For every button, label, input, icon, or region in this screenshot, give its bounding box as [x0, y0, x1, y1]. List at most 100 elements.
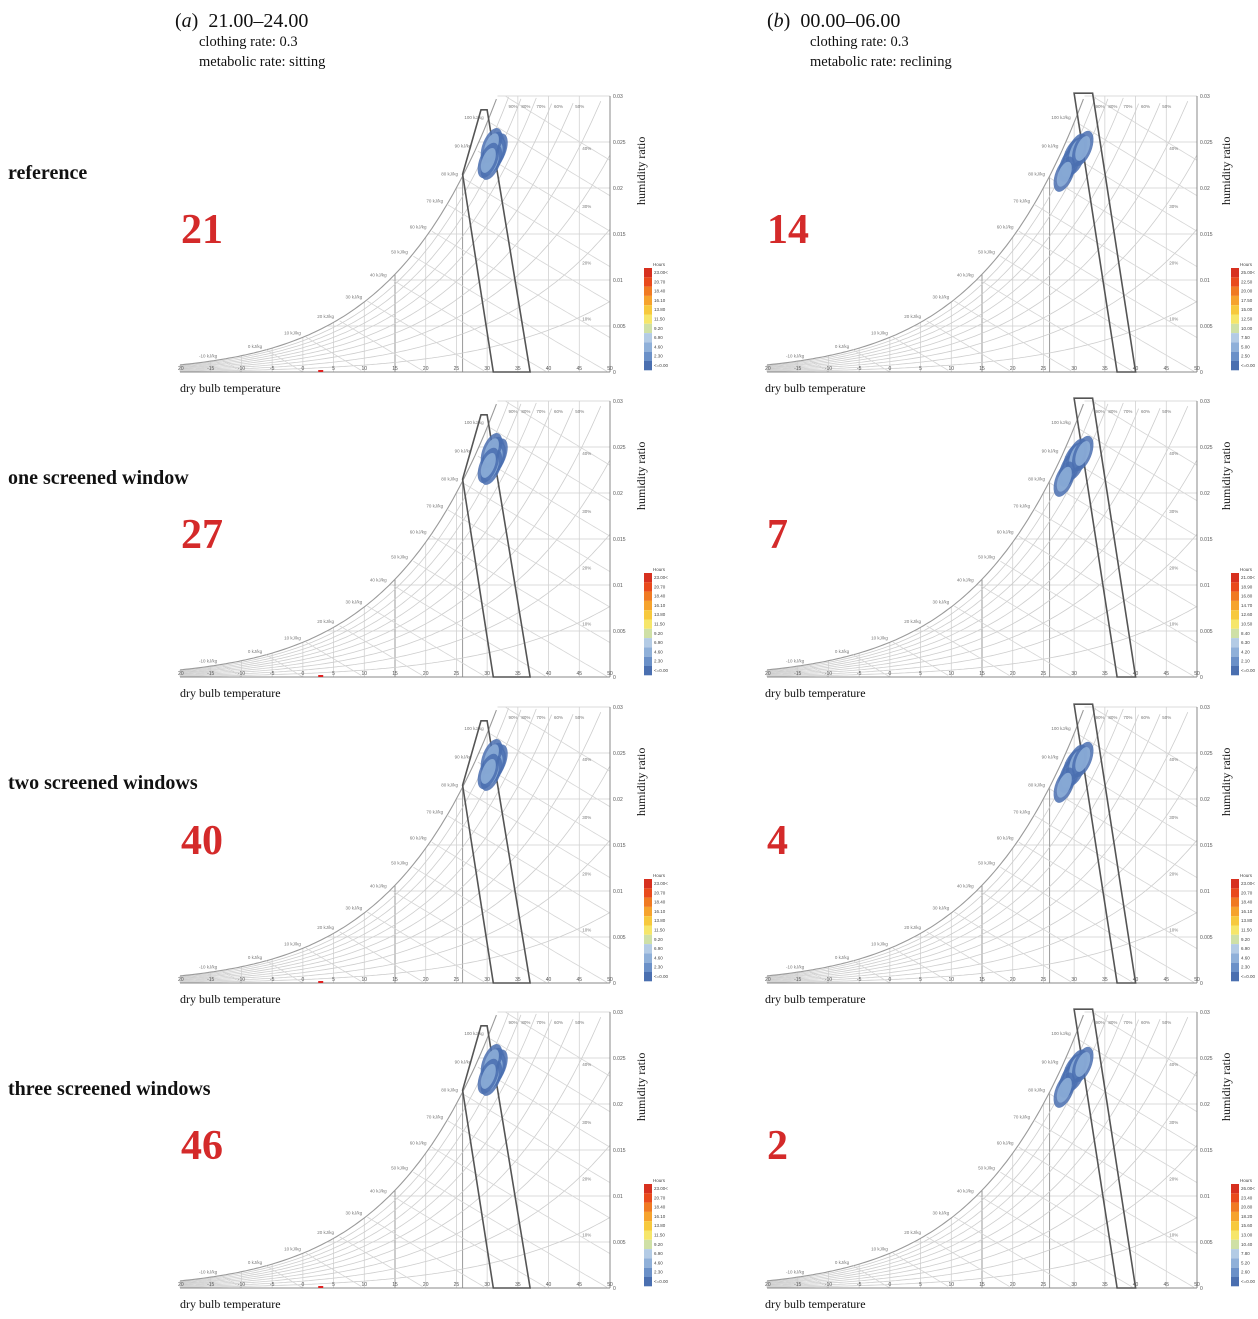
x-tick-label: 20: [423, 671, 429, 677]
enthalpy-label: 40 kJ/kg: [370, 884, 387, 889]
enthalpy-label: 80 kJ/kg: [1028, 476, 1045, 481]
rh-label: 90%: [508, 104, 517, 109]
x-tick-label: 35: [515, 671, 521, 677]
x-tick-label: 15: [392, 671, 398, 677]
psychro-chart-ref-a: -10 kJ/kg 0 kJ/kg 10 kJ/kg 20 kJ/kg 30 kJ/kg…: [178, 94, 668, 376]
legend-label: 9.20: [654, 937, 663, 942]
x-tick-label: 50: [1194, 671, 1200, 677]
enthalpy-line: [926, 320, 1010, 371]
x-tick-label: -5: [857, 671, 862, 677]
legend-label: 2.30: [654, 965, 663, 970]
x-tick-label: -20: [178, 366, 184, 372]
rh-label: 20%: [582, 1177, 591, 1182]
value-two-b: 4: [767, 818, 788, 864]
enthalpy-label: 90 kJ/kg: [455, 755, 472, 760]
enthalpy-line: [431, 1146, 611, 1254]
y-tick-label: 0: [1200, 1286, 1203, 1292]
legend-swatch: [644, 1230, 652, 1240]
legend-swatch: [644, 600, 652, 611]
enthalpy-line: [1092, 95, 1198, 161]
saturation-curve: [179, 98, 497, 366]
rh-label: 50%: [1162, 104, 1171, 109]
y-tick-label: 0.03: [613, 705, 623, 711]
y-tick-label: 0: [1200, 981, 1203, 987]
x-tick-label: 45: [1164, 671, 1170, 677]
enthalpy-line: [1033, 204, 1198, 303]
y-tick-label: 0.025: [1200, 1056, 1213, 1062]
heatmap-cell: [1075, 1051, 1091, 1077]
enthalpy-line: [446, 509, 611, 608]
x-tick-label: 15: [979, 671, 985, 677]
x-tick-label: 20: [1010, 977, 1016, 983]
value-one-b: 7: [767, 512, 788, 558]
y-axis-label: humidity ratio: [1219, 747, 1233, 816]
rh-label: 80%: [521, 1020, 530, 1025]
legend-swatch: [644, 628, 652, 639]
legend-label: 2.50: [1241, 354, 1250, 359]
x-tick-label: 0: [301, 1282, 304, 1288]
x-tick-label: 20: [423, 366, 429, 372]
rh-label: 20%: [1169, 566, 1178, 571]
y-tick-label: 0.03: [1200, 399, 1210, 405]
legend-label: 12.60: [1241, 612, 1253, 617]
rh-label: 40%: [1169, 757, 1178, 762]
legend-swatch: [644, 295, 652, 306]
legend-swatch: [644, 888, 652, 898]
legend-swatch: [1231, 333, 1239, 343]
enthalpy-label: 100 kJ/kg: [464, 420, 484, 425]
enthalpy-line: [367, 605, 485, 677]
legend-swatch: [644, 277, 652, 287]
legend-label: 18.40: [1241, 900, 1253, 905]
enthalpy-label: 90 kJ/kg: [1042, 1060, 1059, 1065]
y-tick-label: 0.01: [613, 278, 623, 284]
saturation-curve: [766, 1014, 1084, 1282]
x-tick-label: 15: [392, 1282, 398, 1288]
enthalpy-label: 70 kJ/kg: [1013, 809, 1030, 814]
x-axis-label: dry bulb temperature: [765, 1297, 866, 1311]
enthalpy-label: 20 kJ/kg: [317, 314, 334, 319]
x-tick-label: 10: [949, 977, 955, 983]
legend-label: 18.40: [654, 1205, 666, 1210]
legend-label: 4.60: [654, 955, 663, 960]
rh-curve: [767, 1217, 1198, 1288]
legend-swatch: [644, 1193, 652, 1203]
enthalpy-label: 20 kJ/kg: [904, 314, 921, 319]
rh-label: 10%: [1169, 621, 1178, 626]
rh-label: 80%: [1108, 715, 1117, 720]
legend-swatch: [644, 619, 652, 629]
x-tick-label: -15: [207, 1282, 214, 1288]
legend-swatch: [1231, 1258, 1239, 1268]
legend-label: 4.60: [654, 1260, 663, 1265]
legend-swatch: [1231, 897, 1239, 907]
legend-label: 13.80: [1241, 918, 1253, 923]
enthalpy-line: [852, 1265, 891, 1289]
legend-swatch: [1231, 1230, 1239, 1240]
rh-curve: [766, 102, 1161, 369]
rh-curve: [766, 708, 1124, 979]
y-tick-label: 0.025: [613, 1056, 626, 1062]
legend-label: 20.70: [654, 1195, 666, 1200]
x-tick-label: 10: [362, 366, 368, 372]
x-tick-label: 5: [919, 1282, 922, 1288]
x-tick-label: 45: [577, 366, 583, 372]
rh-label: 60%: [554, 104, 563, 109]
legend-label: 15.60: [1241, 1223, 1253, 1228]
rh-label: 30%: [1169, 204, 1178, 209]
enthalpy-line: [954, 300, 1072, 372]
legend-label: 22.50: [1241, 279, 1253, 284]
legend-label: 20.70: [654, 584, 666, 589]
x-tick-label: 40: [546, 1282, 552, 1288]
enthalpy-label: 60 kJ/kg: [997, 1140, 1014, 1145]
y-tick-label: 0.025: [613, 445, 626, 451]
legend-swatch: [1231, 953, 1239, 963]
rh-label: 30%: [582, 1120, 591, 1125]
rh-label: 90%: [1095, 104, 1104, 109]
x-tick-label: 25: [454, 366, 460, 372]
rh-label: 80%: [521, 104, 530, 109]
enthalpy-line: [1064, 1066, 1198, 1148]
y-tick-label: 0.02: [613, 186, 623, 192]
legend-swatch: [644, 916, 652, 926]
enthalpy-line: [413, 1171, 608, 1288]
rh-curve: [179, 402, 537, 673]
y-tick-label: 0.03: [1200, 94, 1210, 100]
